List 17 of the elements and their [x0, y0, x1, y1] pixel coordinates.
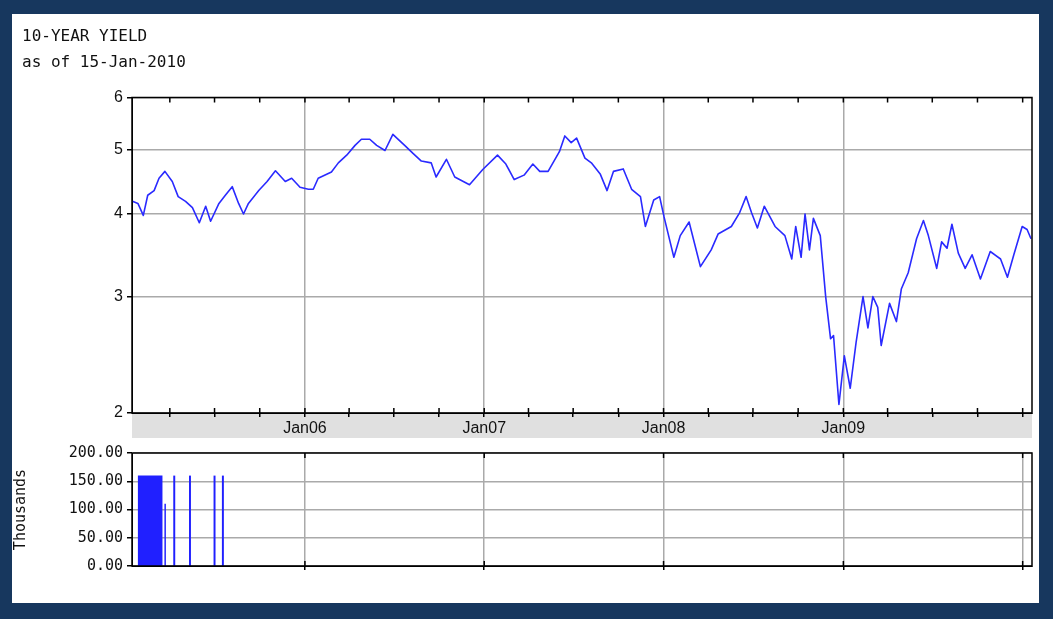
y-axis-title: Thousands	[10, 468, 29, 551]
x-tick-label: Jan07	[462, 419, 507, 437]
x-tick-label: Jan06	[283, 419, 327, 437]
y-tick-label: 50.00	[77, 527, 123, 546]
y-tick-label: 5	[114, 140, 124, 158]
y-tick-label: 6	[114, 88, 124, 106]
y-tick-label: 0.00	[86, 555, 123, 574]
y-tick-label: 100.00	[68, 499, 123, 518]
y-tick-label: 200.00	[68, 442, 123, 461]
x-tick-label: Jan09	[821, 419, 866, 437]
y-tick-label: 2	[114, 403, 124, 421]
y-tick-label: 3	[114, 287, 124, 304]
x-tick-label: Jan08	[641, 419, 686, 437]
y-tick-label: 4	[114, 204, 124, 222]
chart-title: 10-YEAR YIELD	[22, 26, 148, 45]
chart-subtitle: as of 15-Jan-2010	[22, 52, 186, 71]
y-tick-label: 150.00	[68, 471, 123, 490]
